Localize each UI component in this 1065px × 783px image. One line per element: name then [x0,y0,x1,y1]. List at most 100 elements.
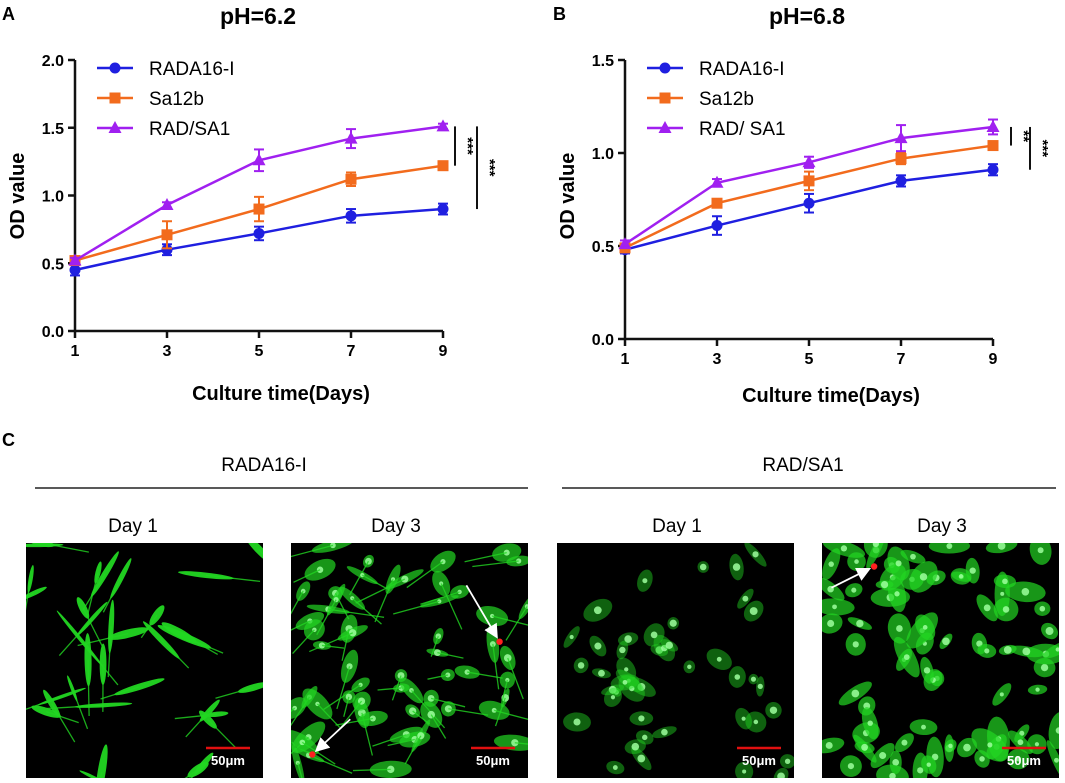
cell-process [372,734,407,747]
cell-process [140,614,158,639]
cell-nucleus [650,631,658,639]
cell-nucleus [832,604,837,610]
cell-nucleus [661,728,668,736]
cell-nucleus [851,689,860,698]
cell-nucleus [825,741,833,749]
data-point [710,175,724,188]
cell-process [448,708,489,716]
arrow-indicator [831,567,872,589]
cell-process [297,762,303,778]
group-label-rada16: RADA16-I [221,455,307,476]
x-tick-label: 1 [621,351,630,368]
cell-process [309,632,354,653]
cell-process [26,578,32,611]
x-tick-label: 5 [255,343,264,360]
cell-nucleus [642,734,648,741]
cell-process [336,666,351,710]
cell-process [45,711,79,724]
cell-nucleus [867,720,873,726]
cell-nucleus [734,674,741,680]
legend-a: RADA16-I Sa12b RAD/SA1 [97,59,235,140]
cell-nucleus [896,625,903,632]
legend-label: RADA16-I [699,59,785,80]
series-rad-sa1 [618,118,1000,250]
cell-nucleus [784,758,791,764]
cell-nucleus [827,619,835,627]
cell-nucleus [369,715,376,722]
cell-nucleus [910,553,916,560]
legend-label: Sa12b [699,89,754,110]
cell-nucleus [741,716,746,721]
data-point [802,155,816,168]
day-label-rada16-day1: Day 1 [108,516,158,537]
panel-letter-c: C [2,430,15,450]
cell-nucleus [963,743,971,752]
cell-nucleus [880,580,889,589]
cell-process [316,703,341,729]
cell-nucleus [637,754,646,763]
data-point [618,237,632,250]
cell-process [26,695,63,710]
cell-nucleus [917,767,924,774]
x-tick-label: 3 [713,351,722,368]
cell-process [292,629,315,654]
x-tick-label: 7 [347,343,356,360]
chart-panel-a: A pH=6.2 OD value Culture time(Days) 0.0… [2,3,498,405]
cell-process [174,713,218,720]
cell-nucleus [942,637,950,646]
dead-cell-marker [309,751,316,758]
data-point [711,220,723,232]
data-point [436,119,450,132]
cell-process [46,704,104,710]
micrograph-background [557,543,794,778]
cell-nucleus [828,561,834,567]
cell-nucleus [628,685,635,692]
cell-process [291,590,304,615]
legend-marker [108,121,122,133]
cell-nucleus [619,646,626,654]
cell-process [316,599,337,636]
cell-process [293,569,321,583]
legend-marker [659,62,671,74]
data-point [987,164,999,176]
cell-process [291,544,334,558]
legend-entry: RADA16-I [97,59,235,80]
cell-process [160,639,190,669]
cell-nucleus [889,772,896,778]
cell-nucleus [622,679,628,685]
cell-nucleus [665,641,673,650]
cell-nucleus [769,706,778,714]
cell-nucleus [638,715,645,722]
cell-process [427,674,448,680]
cell-process [349,560,370,596]
micrograph-rada16-day3: 50μm [291,543,528,778]
data-point [895,175,907,187]
cell-nucleus [872,543,879,548]
legend-label: Sa12b [149,89,204,110]
cell-nucleus [612,765,618,770]
cell-process [205,574,261,583]
y-tick-label: 1.5 [592,53,614,70]
chart-panel-b: B pH=6.8 OD value Culture time(Days) 0.0… [553,3,1051,407]
legend-marker [109,62,121,74]
cell-process [215,686,254,699]
data-point [161,244,173,256]
cell-nucleus [593,606,602,615]
cell-nucleus [919,573,928,581]
cell-process [377,687,402,691]
cell-nucleus [1055,727,1059,734]
significance-label: ** [1015,130,1032,142]
y-axis-label-b: OD value [557,153,579,240]
group-label-radsa1: RAD/SA1 [762,455,843,476]
legend-marker [109,92,121,104]
cell-layer [822,543,1059,778]
cell-nucleus [856,619,864,628]
data-point [253,203,265,215]
cell-nucleus [598,669,605,677]
cell-nucleus [1045,627,1054,636]
cell-nucleus [753,719,759,725]
cell-process [71,688,89,730]
cell-nucleus [687,664,692,669]
scale-bar-label: 50μm [1007,753,1041,768]
cell-nucleus [852,641,859,648]
